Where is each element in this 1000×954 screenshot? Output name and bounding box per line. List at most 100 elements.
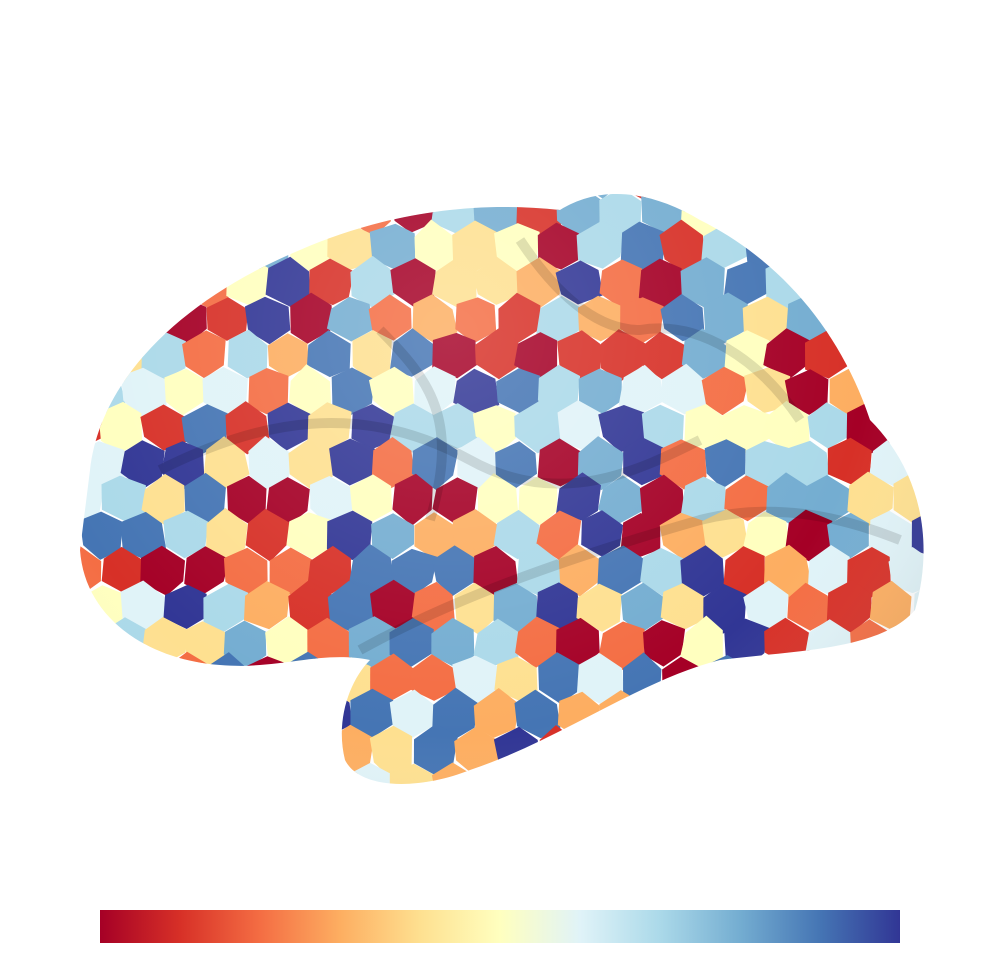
parcel [640, 760, 687, 784]
parcel [785, 193, 832, 201]
parcel [893, 257, 924, 310]
parcel [909, 193, 924, 200]
parcel [369, 193, 414, 202]
parcel [139, 760, 188, 784]
parcel [102, 761, 147, 784]
sulci [157, 237, 902, 655]
parcel [163, 727, 208, 778]
parcel [910, 292, 924, 343]
parcel [80, 726, 81, 774]
parcel [745, 193, 791, 202]
parcel [912, 223, 924, 270]
parcel [703, 193, 749, 199]
parcel [247, 193, 288, 200]
parcel [161, 193, 209, 200]
parcel [683, 691, 725, 742]
parcel [660, 724, 707, 773]
parcel [80, 653, 84, 703]
parcel [661, 193, 705, 200]
parcel [891, 692, 924, 737]
parcel [619, 193, 662, 200]
parcel [223, 688, 271, 739]
parcel [80, 327, 104, 382]
parcel [726, 763, 766, 784]
parcel [931, 256, 973, 306]
parcel [764, 765, 808, 784]
parcel [120, 654, 166, 703]
parcel [825, 652, 872, 702]
parcel [80, 261, 105, 306]
parcel [888, 762, 924, 784]
parcel [912, 727, 924, 776]
parcel [39, 513, 79, 559]
parcel [934, 621, 976, 666]
parcel [472, 760, 519, 784]
parcel [829, 725, 872, 775]
parcel [516, 760, 561, 784]
parcel [892, 193, 924, 238]
parcel [80, 193, 104, 239]
sulcus [376, 326, 447, 522]
parcel [308, 763, 354, 784]
parcel [184, 193, 228, 237]
parcel [742, 655, 786, 705]
parcel [806, 691, 852, 739]
parcel [80, 652, 125, 707]
parcel [869, 221, 915, 269]
parcel [934, 763, 977, 810]
parcel [453, 193, 498, 198]
parcel [80, 439, 84, 486]
parcel [806, 764, 850, 784]
parcel [80, 193, 122, 202]
parcel [139, 259, 184, 310]
parcel [121, 727, 166, 775]
parcel [80, 724, 123, 778]
parcel [829, 193, 874, 199]
parcel [330, 193, 374, 198]
parcel [101, 689, 143, 737]
parcel [308, 193, 351, 235]
parcel [80, 368, 83, 415]
parcel [161, 222, 209, 274]
parcel [223, 761, 269, 784]
parcel [847, 764, 894, 784]
parcel [80, 296, 124, 345]
parcel [184, 762, 229, 784]
parcel [913, 582, 924, 630]
parcel [410, 193, 459, 199]
parcel [285, 728, 334, 775]
parcel [123, 221, 167, 271]
parcel [140, 693, 186, 742]
parcel [847, 688, 894, 739]
parcel [808, 256, 853, 308]
parcel [930, 545, 974, 594]
parcel [535, 193, 581, 198]
parcel [723, 193, 768, 233]
parcel [784, 657, 831, 701]
parcel [910, 657, 924, 704]
parcel [871, 296, 915, 342]
parcel [763, 687, 811, 742]
parcel [80, 688, 102, 738]
parcel [891, 402, 924, 453]
parcel [931, 186, 974, 237]
parcel [867, 651, 914, 704]
parcel [930, 693, 978, 741]
parcel [203, 222, 250, 274]
parcel [80, 581, 81, 631]
parcel [265, 763, 312, 784]
parcel [933, 474, 976, 525]
parcel [265, 688, 312, 741]
parcel [80, 764, 103, 784]
parcel [557, 762, 602, 784]
parcel [806, 193, 851, 233]
parcel [226, 193, 272, 236]
parcel [722, 691, 769, 740]
parcel [788, 727, 832, 774]
parcel [80, 193, 83, 201]
parcel [285, 193, 332, 200]
parcel [80, 615, 104, 667]
parcel [577, 193, 622, 199]
parcel [787, 222, 830, 271]
